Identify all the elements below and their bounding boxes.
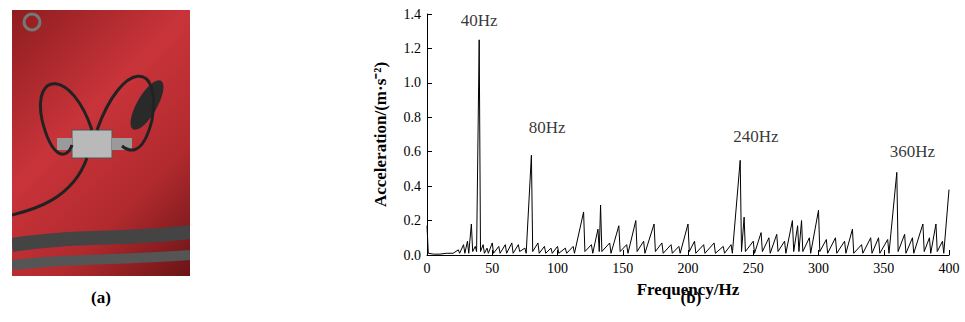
svg-text:0.4: 0.4 — [404, 179, 422, 194]
svg-text:80Hz: 80Hz — [529, 118, 566, 137]
svg-text:0.6: 0.6 — [404, 144, 422, 159]
svg-text:300: 300 — [808, 261, 829, 276]
svg-text:0: 0 — [424, 261, 431, 276]
svg-text:1.0: 1.0 — [404, 75, 422, 90]
svg-text:50: 50 — [485, 261, 499, 276]
svg-text:350: 350 — [873, 261, 894, 276]
svg-text:0.0: 0.0 — [404, 248, 422, 263]
svg-text:400: 400 — [939, 261, 960, 276]
svg-text:360Hz: 360Hz — [890, 142, 936, 161]
svg-text:1.2: 1.2 — [404, 41, 422, 56]
svg-text:Acceleration/(m·s⁻²): Acceleration/(m·s⁻²) — [371, 62, 390, 207]
svg-text:40Hz: 40Hz — [461, 11, 498, 30]
svg-text:100: 100 — [547, 261, 568, 276]
svg-text:1.4: 1.4 — [404, 7, 422, 22]
svg-text:200: 200 — [678, 261, 699, 276]
svg-text:250: 250 — [743, 261, 764, 276]
svg-text:0.2: 0.2 — [404, 213, 422, 228]
svg-text:150: 150 — [612, 261, 633, 276]
svg-text:240Hz: 240Hz — [733, 127, 779, 146]
svg-text:0.8: 0.8 — [404, 110, 422, 125]
